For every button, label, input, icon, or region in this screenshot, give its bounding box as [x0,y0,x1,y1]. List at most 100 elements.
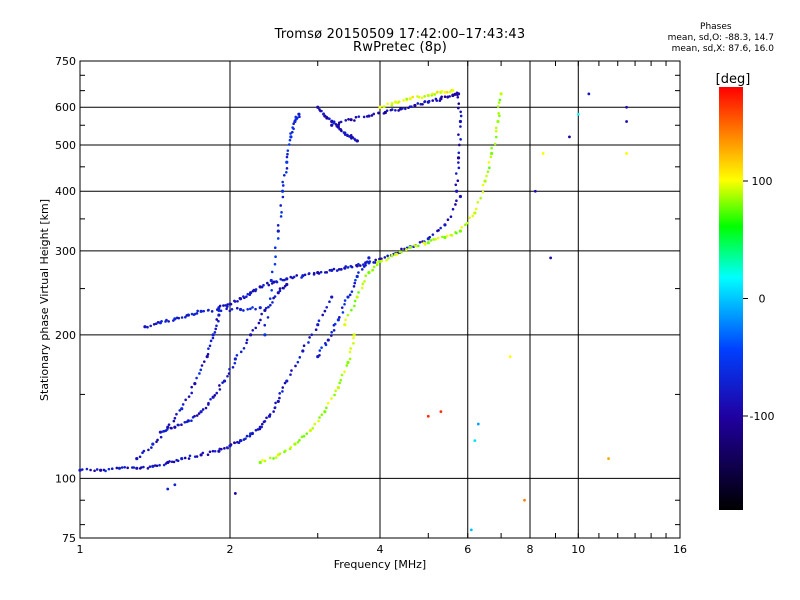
data-point [451,89,455,93]
data-point [367,256,371,260]
data-point [417,244,420,248]
data-point [160,319,163,323]
data-point [217,319,220,323]
isolated-point [439,410,443,414]
data-point [328,117,331,121]
data-point [353,137,356,141]
data-point [259,318,262,322]
data-point [213,449,217,453]
grid-lines [80,61,680,538]
data-point [245,341,248,345]
data-point [294,364,297,368]
data-point [146,325,149,329]
isolated-point [523,498,526,502]
data-point [301,349,305,353]
data-point [271,301,274,304]
data-point [401,107,404,110]
data-point [181,403,185,406]
data-point [208,450,212,454]
data-point [285,170,288,174]
data-point [281,286,285,290]
data-point [435,99,439,102]
data-point [343,299,347,302]
data-point [263,459,267,463]
data-point [319,109,322,113]
data-point [448,90,452,94]
data-point [457,102,461,105]
data-point [390,253,394,257]
data-point [361,282,365,286]
data-point [272,410,275,413]
data-point [233,357,237,361]
data-point [175,412,178,416]
data-point [323,309,327,313]
isolated-point [426,414,430,418]
data-point [220,447,223,451]
data-point [372,112,376,116]
data-point [453,93,457,96]
data-point [383,110,387,115]
data-point [297,112,301,116]
isolated-point [173,483,177,487]
data-point [346,266,350,269]
data-point [459,110,462,114]
data-point [354,115,358,119]
data-point [298,115,301,119]
data-point [291,126,294,129]
data-point [285,379,289,383]
data-point [437,229,440,232]
data-point [246,307,249,311]
data-point [473,211,477,215]
data-point [319,270,323,274]
data-point [335,269,339,272]
data-point [267,305,270,309]
data-point [386,102,389,106]
data-point [352,342,355,345]
data-point [207,347,210,350]
data-point [180,407,184,411]
data-point [257,321,261,325]
data-point [215,324,218,328]
data-point [448,95,451,98]
data-point [227,372,231,375]
data-point [224,304,227,307]
y-tick-label: 100 [55,472,76,485]
data-point [93,469,96,473]
data-point [490,151,494,156]
data-point [428,235,432,239]
data-point [208,344,212,348]
data-point [353,281,357,285]
data-point [215,318,219,321]
colorbar-ticks: 100 0 -100 [743,175,774,423]
data-point [78,468,82,472]
data-point [337,268,341,271]
data-point [360,286,364,290]
stats-o-line: mean, sd,O: -88.3, 14.7 [667,33,774,43]
data-point [266,281,269,285]
data-point [290,369,293,372]
data-point [260,285,264,289]
data-point [254,428,258,432]
data-point [204,406,208,410]
data-point [276,399,280,404]
data-point [404,107,407,111]
data-point [494,126,498,130]
data-point [211,395,215,399]
data-point [353,299,357,303]
data-point [457,166,461,170]
data-point [164,429,168,432]
data-point [330,330,333,334]
data-point [280,211,283,214]
data-point [332,121,336,125]
data-point [183,456,187,460]
isolated-point [607,457,610,461]
data-point [419,102,423,106]
data-point [186,313,190,317]
data-point [278,392,282,395]
data-point [254,307,257,311]
data-point [132,466,136,469]
data-point [226,446,229,450]
data-point [213,394,217,397]
data-point [214,327,218,331]
data-point [456,92,461,96]
